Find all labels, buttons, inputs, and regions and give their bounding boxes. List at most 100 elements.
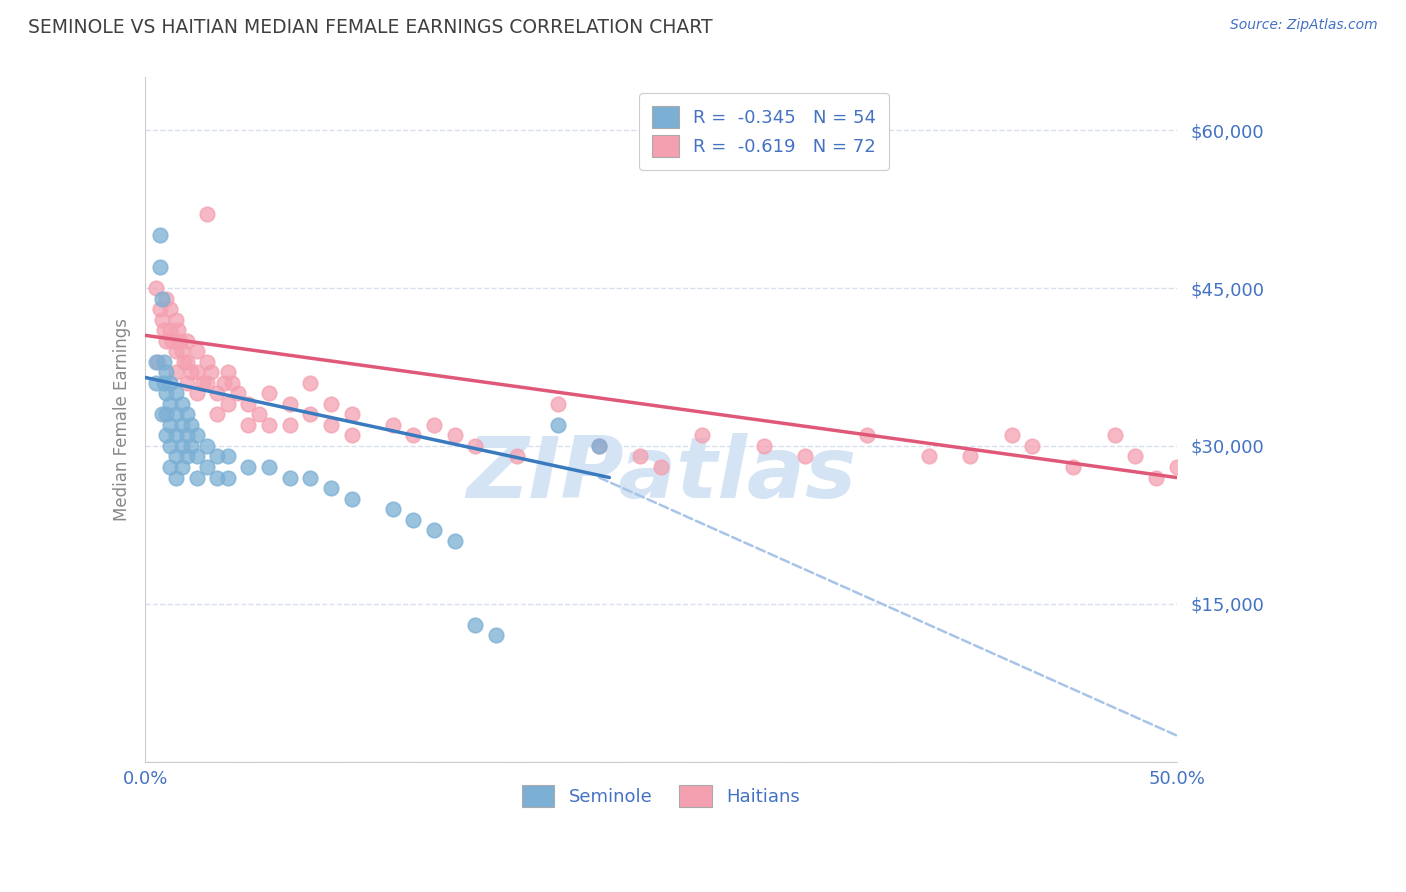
Point	[299, 470, 322, 484]
Point	[153, 323, 176, 337]
Point	[155, 334, 177, 348]
Point	[195, 354, 218, 368]
Point	[165, 386, 187, 401]
Point	[195, 439, 218, 453]
Point	[423, 417, 446, 432]
Point	[690, 428, 713, 442]
Point	[172, 344, 194, 359]
Point	[146, 354, 169, 368]
Point	[165, 365, 187, 379]
Point	[155, 428, 177, 442]
Point	[153, 354, 176, 368]
Point	[1166, 460, 1188, 475]
Point	[381, 417, 404, 432]
Point	[1000, 428, 1022, 442]
Point	[159, 301, 181, 316]
Point	[443, 428, 465, 442]
Point	[186, 450, 208, 464]
Point	[217, 450, 239, 464]
Text: ZIPatlas: ZIPatlas	[465, 433, 856, 516]
Point	[319, 417, 342, 432]
Point	[165, 312, 187, 326]
Point	[918, 450, 941, 464]
Point	[1062, 460, 1084, 475]
Point	[217, 397, 239, 411]
Point	[155, 365, 177, 379]
Point	[464, 439, 486, 453]
Point	[186, 365, 208, 379]
Point	[176, 450, 198, 464]
Point	[165, 344, 187, 359]
Point	[149, 301, 172, 316]
Point	[485, 628, 508, 642]
Point	[165, 408, 187, 422]
Point	[149, 228, 172, 243]
Point	[186, 344, 208, 359]
Point	[176, 428, 198, 442]
Point	[217, 365, 239, 379]
Point	[247, 408, 270, 422]
Point	[159, 397, 181, 411]
Point	[200, 365, 222, 379]
Point	[150, 408, 173, 422]
Point	[505, 450, 527, 464]
Point	[186, 386, 208, 401]
Point	[959, 450, 981, 464]
Point	[173, 354, 195, 368]
Point	[628, 450, 651, 464]
Point	[159, 417, 181, 432]
Point	[1021, 439, 1043, 453]
Point	[159, 376, 181, 390]
Y-axis label: Median Female Earnings: Median Female Earnings	[114, 318, 131, 521]
Point	[172, 460, 194, 475]
Point	[212, 376, 235, 390]
Point	[423, 523, 446, 537]
Point	[588, 439, 610, 453]
Point	[257, 417, 280, 432]
Point	[150, 312, 173, 326]
Point	[257, 386, 280, 401]
Point	[165, 450, 187, 464]
Point	[172, 397, 194, 411]
Point	[257, 460, 280, 475]
Point	[165, 470, 187, 484]
Point	[340, 428, 363, 442]
Point	[145, 376, 167, 390]
Point	[299, 408, 322, 422]
Point	[145, 281, 167, 295]
Point	[278, 470, 301, 484]
Point	[1104, 428, 1126, 442]
Point	[547, 417, 569, 432]
Point	[238, 417, 260, 432]
Point	[186, 470, 208, 484]
Point	[195, 460, 218, 475]
Point	[402, 513, 425, 527]
Point	[1144, 470, 1167, 484]
Point	[191, 376, 214, 390]
Point	[221, 376, 243, 390]
Point	[299, 376, 322, 390]
Point	[238, 460, 260, 475]
Point	[547, 397, 569, 411]
Point	[381, 502, 404, 516]
Point	[172, 417, 194, 432]
Point	[226, 386, 249, 401]
Point	[176, 408, 198, 422]
Point	[153, 376, 176, 390]
Point	[752, 439, 775, 453]
Point	[278, 397, 301, 411]
Point	[319, 481, 342, 495]
Point	[159, 460, 181, 475]
Point	[207, 470, 229, 484]
Point	[195, 376, 218, 390]
Point	[165, 428, 187, 442]
Point	[217, 470, 239, 484]
Point	[319, 397, 342, 411]
Point	[207, 386, 229, 401]
Point	[180, 365, 202, 379]
Point	[180, 417, 202, 432]
Point	[167, 323, 190, 337]
Text: Source: ZipAtlas.com: Source: ZipAtlas.com	[1230, 18, 1378, 32]
Point	[176, 354, 198, 368]
Point	[278, 417, 301, 432]
